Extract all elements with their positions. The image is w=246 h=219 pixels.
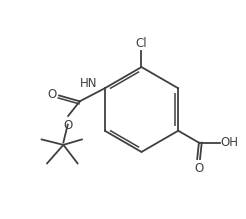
Text: OH: OH (221, 136, 239, 149)
Text: HN: HN (80, 77, 98, 90)
Text: O: O (194, 162, 203, 175)
Text: O: O (48, 88, 57, 101)
Text: O: O (63, 119, 72, 132)
Text: Cl: Cl (136, 37, 147, 50)
